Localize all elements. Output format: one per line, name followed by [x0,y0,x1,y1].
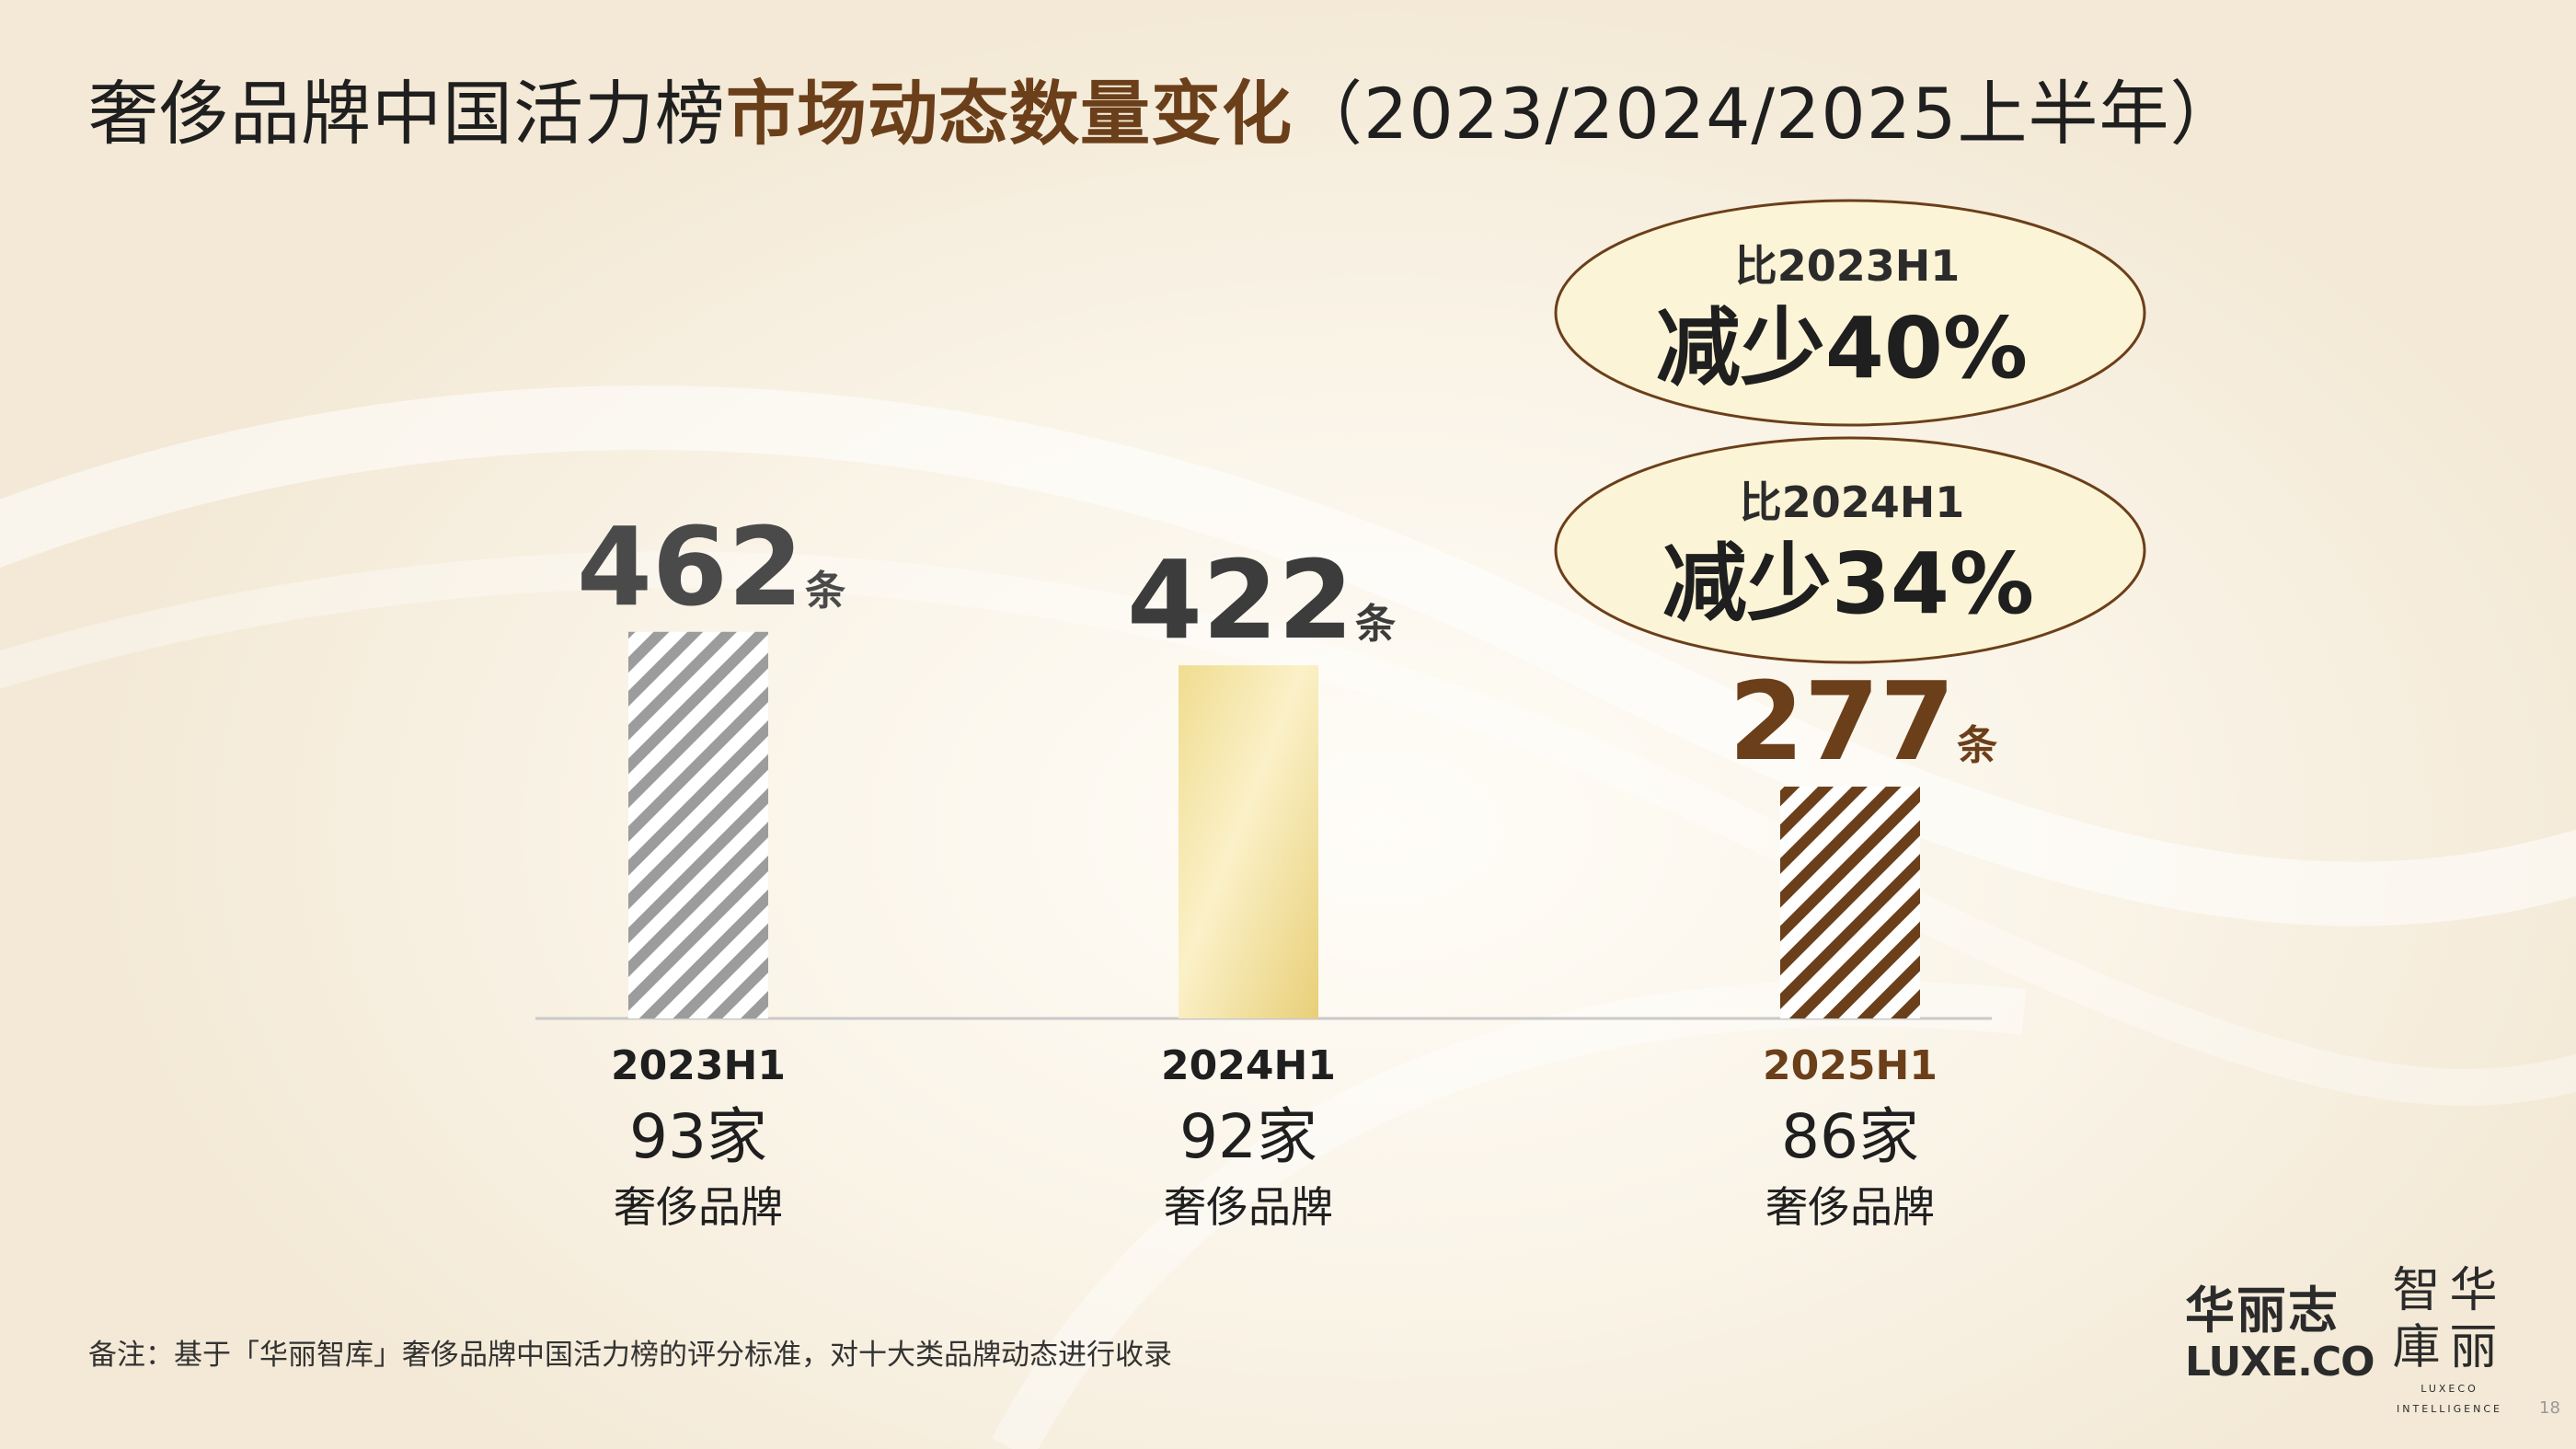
brand-label-2025H1: 奢侈品牌 [1765,1182,1935,1232]
intelligence-sub-1: LUXECO [2421,1383,2478,1395]
bar-value-2025H1: 277条 [1729,658,1997,785]
luxeco-logo: 华丽志 LUXE.CO [2185,1283,2375,1386]
bubble-vs-2023-line1: 比2023H1 [1735,241,1961,291]
category-label-2024H1: 2024H1 [1161,1042,1336,1089]
bubble-vs-2023: 比2023H1 减少40% [1554,199,2146,427]
bar-value-2024H1: 422条 [1127,536,1396,663]
title-highlight: 市场动态数量变化 [726,73,1293,155]
intelligence-seal: 智华庫丽 [2392,1263,2507,1375]
footnote: 备注：基于「华丽智库」奢侈品牌中国活力榜的评分标准，对十大类品牌动态进行收录 [88,1339,1172,1372]
page-title: 奢侈品牌中国活力榜市场动态数量变化（2023/2024/2025上半年） [88,57,2240,158]
brand-count-2024H1: 92家 [1179,1101,1317,1172]
bubble-vs-2024: 比2024H1 减少34% [1554,436,2146,664]
luxeco-logo-en: LUXE.CO [2185,1339,2375,1386]
category-label-2023H1: 2023H1 [611,1042,786,1089]
bar-value-unit: 条 [1355,601,1396,648]
bubble-vs-2024-line2: 减少34% [1662,535,2034,633]
bar-2023H1 [628,631,768,1018]
bubble-vs-2023-shape [1554,199,2146,427]
brand-count-2023H1: 93家 [629,1101,767,1172]
brand-label-2023H1: 奢侈品牌 [614,1182,783,1232]
title-part-1: 奢侈品牌中国活力榜 [88,73,726,155]
bubble-vs-2023-line2: 减少40% [1656,299,2028,397]
title-part-3: （2023/2024/2025上半年） [1293,73,2241,155]
intelligence-sub-2: INTELLIGENCE [2397,1403,2502,1415]
bar-value-2023H1: 462条 [577,503,845,630]
bar-2024H1 [1179,665,1318,1018]
bar-value-unit: 条 [1957,722,1997,769]
bar-value-unit: 条 [805,568,845,615]
brand-label-2024H1: 奢侈品牌 [1164,1182,1333,1232]
brand-count-2025H1: 86家 [1781,1101,1919,1172]
page-number: 18 [2539,1398,2560,1418]
luxeco-logo-cn: 华丽志 [2185,1282,2340,1340]
category-label-2025H1: 2025H1 [1763,1042,1938,1089]
luxeco-intelligence-logo: 智华庫丽 LUXECO INTELLIGENCE [2387,1262,2512,1417]
bubble-vs-2024-shape [1554,436,2146,664]
bar-2025H1 [1780,787,1920,1018]
bubble-vs-2024-line1: 比2024H1 [1740,477,1965,527]
